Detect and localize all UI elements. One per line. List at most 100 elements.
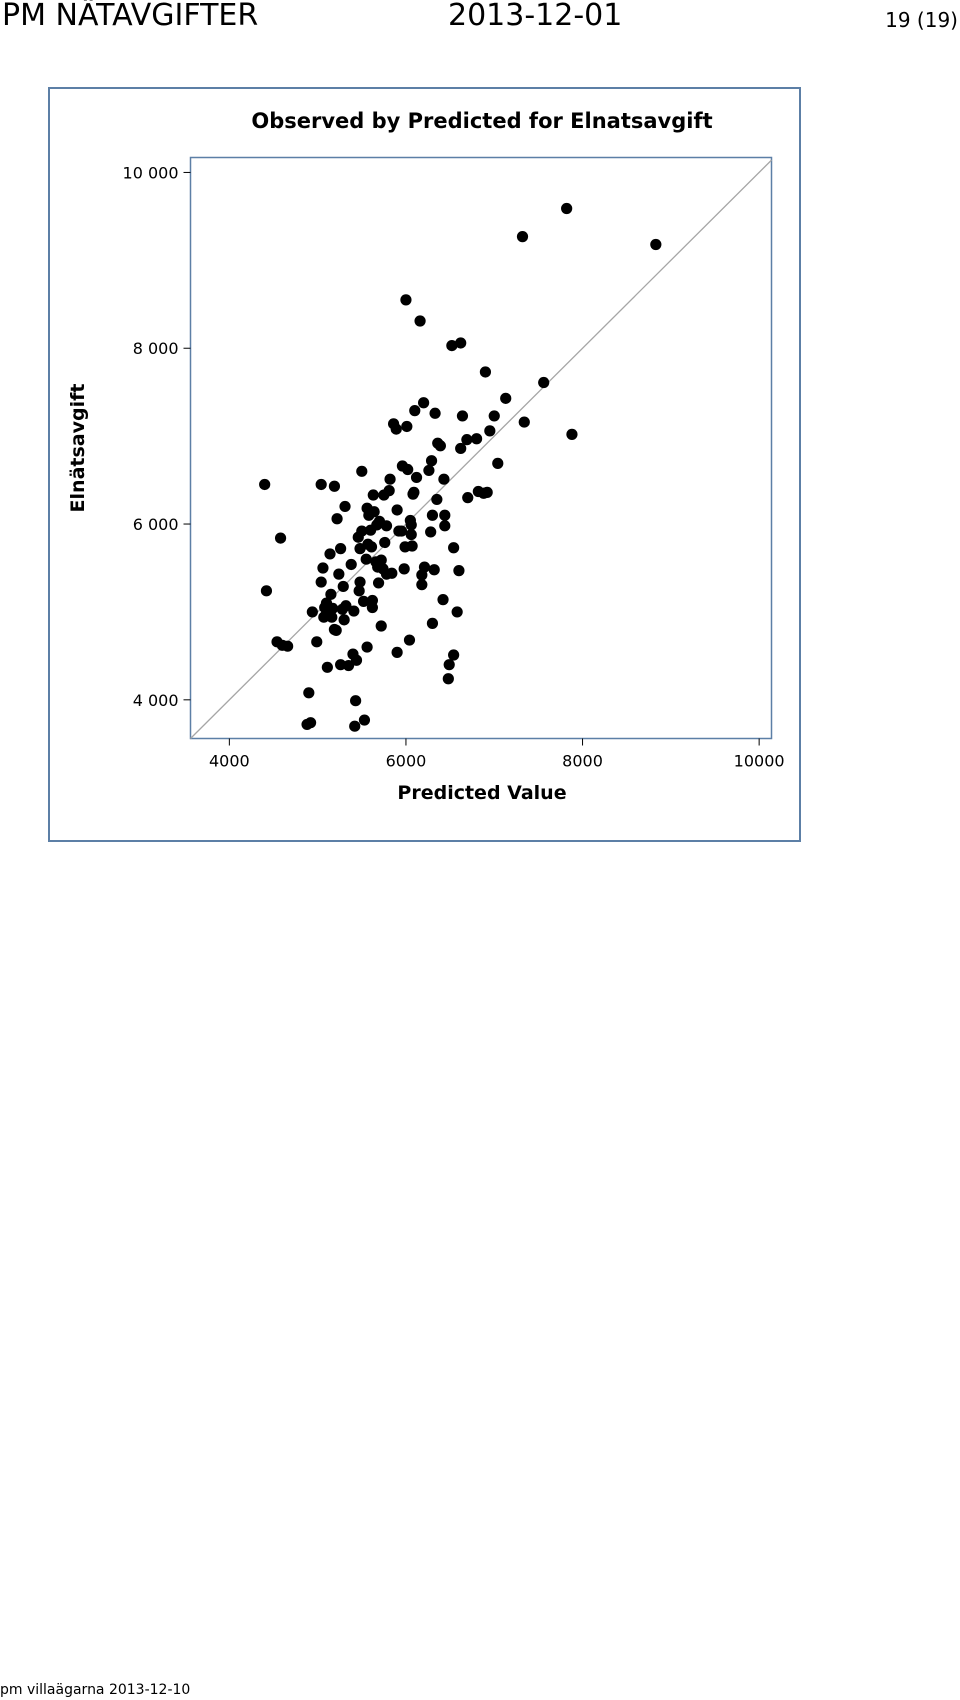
data-point <box>360 553 372 565</box>
data-point <box>401 420 413 433</box>
data-point <box>410 471 423 484</box>
data-point <box>448 649 460 661</box>
data-point <box>317 562 329 574</box>
scatter-chart: Observed by Predicted for Elnatsavgift 4… <box>67 109 785 804</box>
data-point <box>356 465 368 477</box>
data-point <box>439 520 451 532</box>
data-point <box>516 231 529 243</box>
data-point <box>438 473 450 485</box>
data-point <box>282 640 294 652</box>
data-point <box>437 594 449 606</box>
data-point <box>418 397 430 409</box>
data-point <box>348 605 360 617</box>
data-point <box>431 493 443 506</box>
data-point <box>375 620 387 632</box>
data-point <box>426 509 439 521</box>
data-point <box>315 576 327 588</box>
data-point <box>368 506 380 518</box>
chart-title: Observed by Predicted for Elnatsavgift <box>251 109 712 133</box>
data-point <box>448 542 460 554</box>
data-point <box>479 366 492 378</box>
data-point <box>418 561 431 573</box>
data-point <box>361 641 373 653</box>
data-point <box>366 594 378 607</box>
data-point <box>455 442 467 455</box>
data-point <box>461 434 473 446</box>
data-point <box>338 614 350 626</box>
data-point <box>303 687 315 699</box>
data-point <box>384 473 396 485</box>
x-tick-label: 4000 <box>209 752 250 771</box>
data-point <box>403 634 416 646</box>
data-point <box>416 579 428 591</box>
chart-frame: Observed by Predicted for Elnatsavgift 4… <box>48 87 801 842</box>
data-point <box>383 485 395 497</box>
x-axis: 4000 6000 8000 10000 <box>209 738 785 771</box>
data-point <box>428 564 440 576</box>
data-point <box>492 457 504 469</box>
data-point <box>324 548 336 560</box>
data-point <box>325 588 337 600</box>
data-point <box>386 567 398 579</box>
y-tick-label: 10 000 <box>123 163 179 182</box>
page-number: 19 (19) <box>885 8 958 32</box>
data-point <box>426 617 439 629</box>
data-point <box>500 392 512 404</box>
data-point <box>259 478 271 491</box>
data-point <box>331 513 343 525</box>
data-point <box>395 525 408 537</box>
data-point <box>379 536 391 549</box>
data-point <box>451 606 463 618</box>
data-point <box>311 636 323 648</box>
x-axis-label: Predicted Value <box>397 782 566 804</box>
data-point <box>349 720 361 732</box>
y-axis: 4 000 6 000 8 000 10 000 <box>123 163 191 710</box>
data-point <box>456 410 469 422</box>
data-point <box>350 695 362 707</box>
data-points <box>259 202 662 732</box>
data-point <box>354 576 366 588</box>
data-point <box>358 714 371 726</box>
data-point <box>398 563 410 575</box>
data-point <box>538 376 550 389</box>
data-point <box>453 565 465 577</box>
data-point <box>470 433 483 445</box>
data-point <box>353 585 365 597</box>
data-point <box>390 423 402 435</box>
data-point <box>356 525 368 537</box>
data-point <box>326 611 338 623</box>
data-point <box>481 486 493 498</box>
reference-line <box>190 159 772 739</box>
data-point <box>409 405 421 417</box>
data-point <box>400 294 412 306</box>
data-point <box>442 673 454 685</box>
data-point <box>365 541 378 553</box>
data-point <box>335 543 347 555</box>
y-axis-label: Elnätsavgift <box>67 384 89 513</box>
data-point <box>434 440 446 452</box>
data-point <box>425 526 437 538</box>
data-point <box>274 532 287 544</box>
data-point <box>484 425 496 437</box>
data-point <box>405 519 417 531</box>
data-point <box>333 568 345 580</box>
plot-area <box>189 156 773 740</box>
data-point <box>391 504 403 516</box>
x-tick-label: 10000 <box>734 752 785 771</box>
data-point <box>423 464 435 477</box>
data-point <box>488 410 500 422</box>
data-point <box>337 580 349 593</box>
data-point <box>443 659 455 671</box>
data-point <box>328 480 341 492</box>
data-point <box>429 407 441 419</box>
x-tick-label: 8000 <box>562 752 603 771</box>
data-point <box>405 528 417 541</box>
data-point <box>518 416 530 428</box>
data-point <box>357 595 370 607</box>
data-point <box>561 202 573 215</box>
data-point <box>350 654 363 666</box>
y-tick-label: 8 000 <box>133 339 179 358</box>
y-tick-label: 4 000 <box>133 691 179 710</box>
data-point <box>321 661 333 673</box>
data-point <box>372 577 385 589</box>
